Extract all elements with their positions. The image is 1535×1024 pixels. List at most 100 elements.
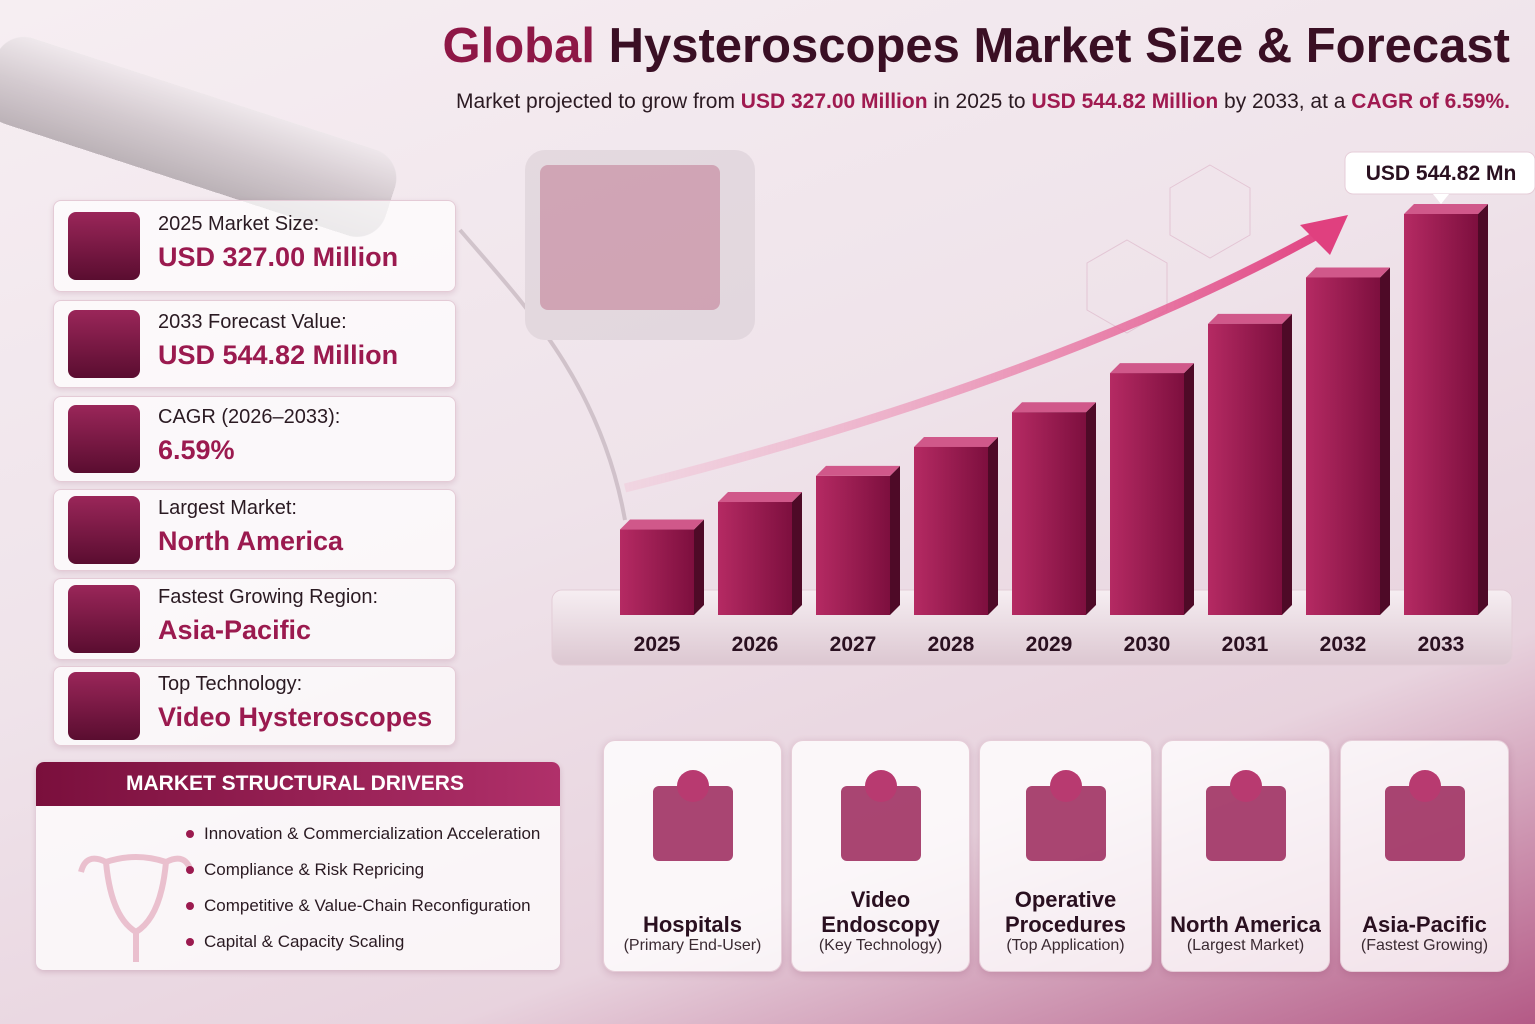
bar-side xyxy=(1086,402,1096,615)
x-tick-label: 2026 xyxy=(732,633,779,656)
stat-label: Top Technology: xyxy=(158,673,303,695)
trend-arrow xyxy=(623,221,1338,493)
bar-top xyxy=(718,492,802,503)
title: Global Hysteroscopes Market Size & Forec… xyxy=(442,18,1510,74)
subtitle-part: USD 327.00 Million xyxy=(740,90,928,113)
stat-label: CAGR (2026–2033): xyxy=(158,406,341,428)
segment-icon xyxy=(1384,770,1465,861)
uterus-icon xyxy=(78,854,194,962)
stat-label: 2033 Forecast Value: xyxy=(158,311,347,333)
stat-value: Video Hysteroscopes xyxy=(158,702,433,732)
bar-top xyxy=(620,519,704,530)
segment-name-text: Video Endoscopy xyxy=(821,887,940,937)
bar-side xyxy=(1380,267,1390,615)
bar-side xyxy=(792,492,802,615)
bar xyxy=(718,502,792,615)
bar-side xyxy=(1478,203,1488,615)
subtitle-part: Market projected to grow from xyxy=(456,90,741,113)
bar xyxy=(620,529,694,615)
segment-name: Operative Procedures xyxy=(984,879,1147,937)
stat-value: USD 544.82 Million xyxy=(158,340,399,370)
x-tick-label: 2031 xyxy=(1222,633,1269,656)
x-tick-label: 2032 xyxy=(1320,633,1367,656)
bar-top xyxy=(816,465,900,476)
driver-item: Compliance & Risk Repricing xyxy=(185,860,425,879)
x-tick-label: 2029 xyxy=(1026,633,1073,656)
bar-top xyxy=(914,436,998,447)
segment-icon xyxy=(1025,770,1106,861)
driver-item: Capital & Capacity Scaling xyxy=(185,932,405,951)
segment-icon xyxy=(652,770,733,861)
x-tick-label: 2030 xyxy=(1124,633,1171,656)
subtitle: Market projected to grow from USD 327.00… xyxy=(456,90,1510,114)
segment-note: (Primary End-User) xyxy=(623,937,762,954)
bar xyxy=(1404,213,1478,615)
bar-side xyxy=(890,465,900,615)
segment-card: North America (Largest Market) xyxy=(1161,740,1330,972)
bar-side xyxy=(694,519,704,615)
stat-value: 6.59% xyxy=(158,435,235,465)
drivers-panel: MARKET STRUCTURAL DRIVERS Innovation & C… xyxy=(36,762,560,970)
x-tick-label: 2025 xyxy=(634,633,681,656)
segment-name: Asia-Pacific xyxy=(1345,879,1504,937)
segment-name: Video Endoscopy xyxy=(796,879,965,937)
bar-side xyxy=(1282,313,1292,615)
subtitle-part: CAGR of 6.59%. xyxy=(1351,90,1510,113)
hex-decoration xyxy=(1086,164,1251,334)
drivers-heading: MARKET STRUCTURAL DRIVERS xyxy=(36,762,560,806)
bar-side xyxy=(1184,363,1194,615)
bar-top xyxy=(1012,402,1096,413)
stat-label: Largest Market: xyxy=(158,497,297,519)
stat-card: Top Technology: Video Hysteroscopes xyxy=(53,666,456,746)
segment-icon xyxy=(840,770,921,861)
bar xyxy=(1012,412,1086,615)
segment-note: (Fastest Growing) xyxy=(1360,937,1489,954)
segment-card: Operative Procedures (Top Application) xyxy=(979,740,1152,972)
subtitle-part: USD 544.82 Million xyxy=(1031,90,1219,113)
segment-name: Hospitals xyxy=(608,879,777,937)
segment-name-text: Operative Procedures xyxy=(1004,887,1127,937)
stat-card: 2033 Forecast Value: USD 544.82 Million xyxy=(53,300,456,388)
bar xyxy=(914,446,988,615)
bar-top xyxy=(1306,267,1390,278)
bar-top xyxy=(1110,363,1194,374)
scope-illustration xyxy=(0,37,755,521)
bar xyxy=(816,475,890,615)
segment-icon xyxy=(1205,770,1286,861)
title-part: Hysteroscopes Market Size & Forecast xyxy=(594,19,1510,73)
stat-label: 2025 Market Size: xyxy=(158,213,320,235)
segment-note: (Top Application) xyxy=(1006,937,1125,954)
subtitle-part: by 2033, at a xyxy=(1218,90,1352,113)
stat-icon xyxy=(68,585,140,653)
bar xyxy=(1306,277,1380,615)
driver-item: Competitive & Value-Chain Reconfiguratio… xyxy=(186,896,531,915)
stat-icon xyxy=(68,496,140,564)
bar xyxy=(1208,323,1282,615)
title-part: Global xyxy=(442,19,595,73)
driver-item: Innovation & Commercialization Accelerat… xyxy=(185,824,541,843)
stat-value: North America xyxy=(158,526,344,556)
stat-card: Fastest Growing Region: Asia-Pacific xyxy=(53,578,456,660)
x-tick-label: 2028 xyxy=(928,633,975,656)
bar-top xyxy=(1208,313,1292,324)
stat-icon xyxy=(68,405,140,473)
x-tick-label: 2027 xyxy=(830,633,877,656)
stat-card: CAGR (2026–2033): 6.59% xyxy=(53,396,456,482)
segment-name: North America xyxy=(1166,879,1325,937)
trend-arrowhead xyxy=(1300,215,1348,255)
segment-card: Video Endoscopy (Key Technology) xyxy=(791,740,970,972)
stat-icon xyxy=(68,672,140,740)
segment-name-text: Asia-Pacific xyxy=(1362,912,1487,937)
stat-label: Fastest Growing Region: xyxy=(158,586,379,608)
x-tick-label: 2033 xyxy=(1418,633,1465,656)
value-label: USD 544.82 Mn xyxy=(1366,162,1517,185)
stat-card: Largest Market: North America xyxy=(53,489,456,571)
segment-card: Hospitals (Primary End-User) xyxy=(603,740,782,972)
stat-icon xyxy=(68,310,140,378)
bar xyxy=(1110,373,1184,615)
segment-note: (Largest Market) xyxy=(1186,937,1305,954)
segment-name-text: Hospitals xyxy=(642,912,743,937)
